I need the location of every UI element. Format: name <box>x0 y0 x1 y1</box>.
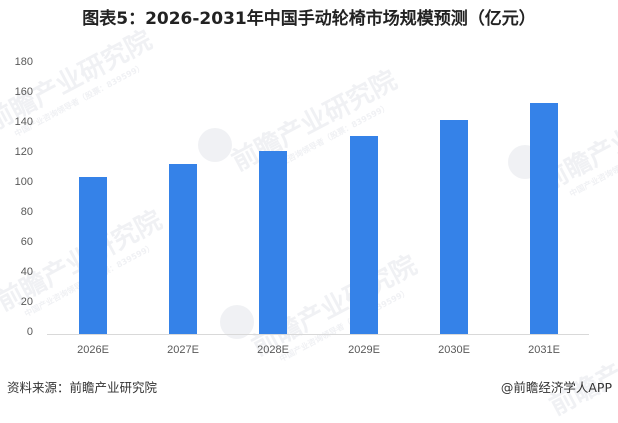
y-tick-label: 60 <box>20 236 33 248</box>
x-axis-line <box>47 334 589 335</box>
bar-chart: 180 160 140 120 100 80 60 40 20 0 2026E … <box>14 56 589 356</box>
credit-note: @前瞻经济学人APP <box>500 380 612 395</box>
y-tick-label: 0 <box>26 326 33 338</box>
x-tick-label: 2029E <box>348 344 380 356</box>
bar-2027E <box>169 164 197 334</box>
x-tick-label: 2031E <box>528 344 560 356</box>
chart-title: 图表5：2026-2031年中国手动轮椅市场规模预测（亿元） <box>82 9 536 29</box>
y-tick-label: 140 <box>14 116 33 128</box>
x-tick-label: 2028E <box>257 344 289 356</box>
bar-2026E <box>79 176 107 334</box>
x-tick-label: 2027E <box>167 344 199 356</box>
y-tick-label: 120 <box>14 146 33 158</box>
bar-2029E <box>350 135 378 334</box>
y-tick-label: 160 <box>14 86 33 98</box>
y-tick-label: 80 <box>20 206 33 218</box>
y-tick-label: 180 <box>14 56 33 68</box>
y-tick-label: 100 <box>14 176 33 188</box>
bar-2030E <box>440 120 468 334</box>
x-tick-label: 2026E <box>77 344 109 356</box>
y-tick-label: 20 <box>20 296 33 308</box>
bar-2028E <box>259 151 287 334</box>
y-tick-label: 40 <box>20 266 33 278</box>
bar-2031E <box>530 103 558 334</box>
source-note: 资料来源：前瞻产业研究院 <box>7 380 158 395</box>
x-tick-label: 2030E <box>438 344 470 356</box>
